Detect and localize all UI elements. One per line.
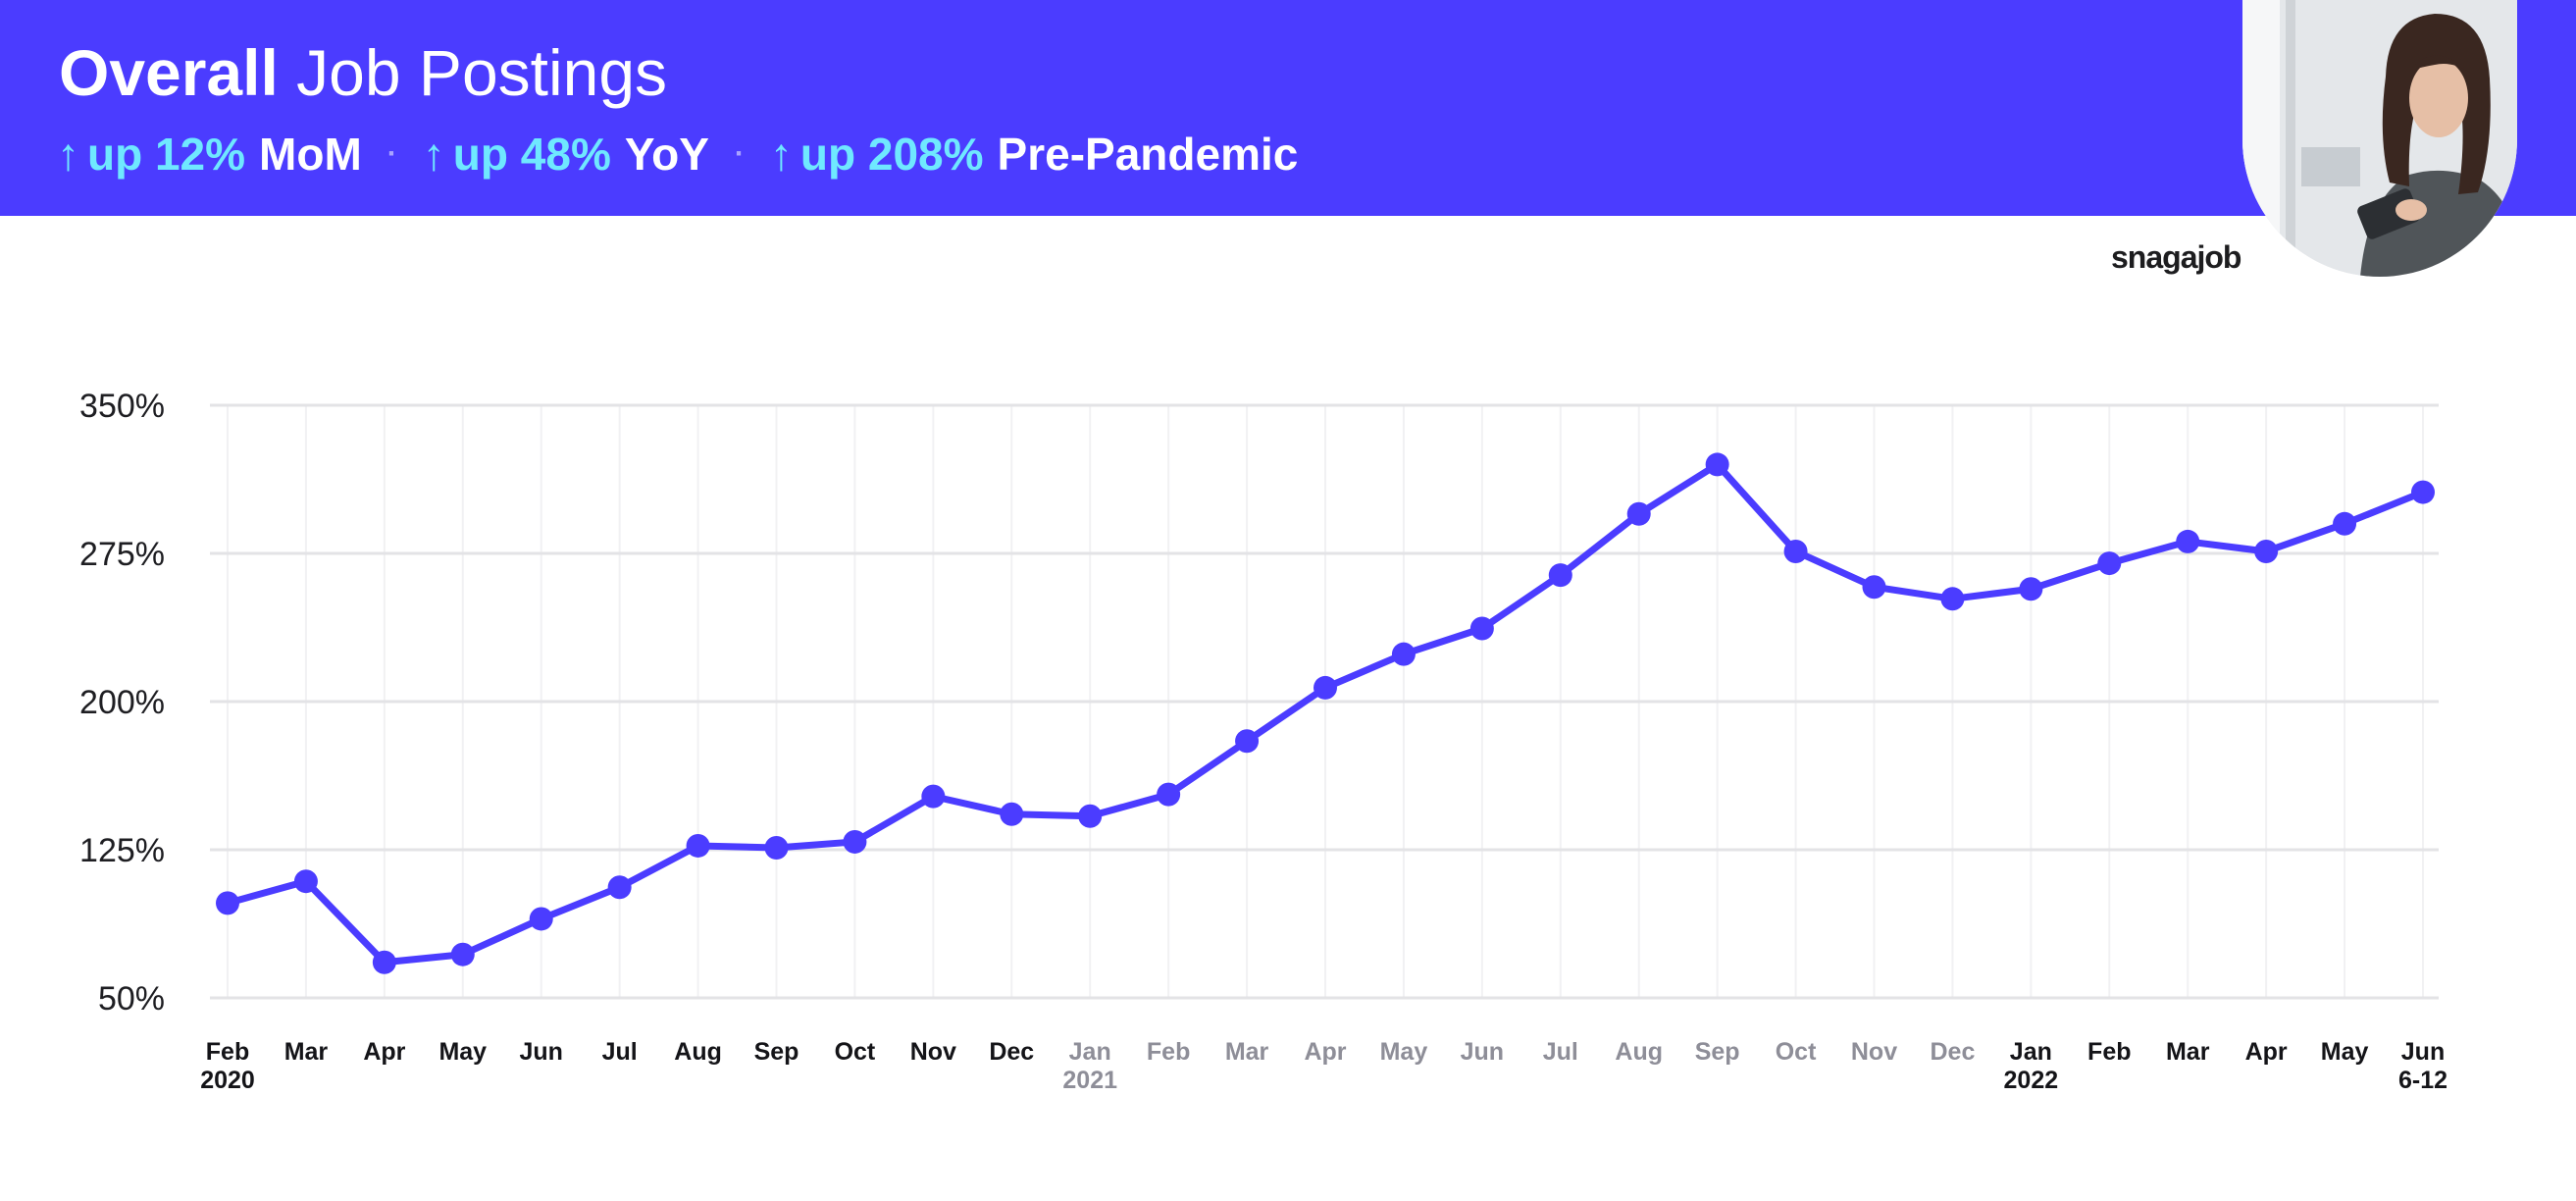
person-photo-illustration bbox=[2242, 0, 2517, 277]
data-point bbox=[1314, 675, 1337, 700]
x-tick-label: Dec bbox=[1930, 1038, 1975, 1066]
x-tick-sublabel: 2020 bbox=[200, 1067, 255, 1094]
x-tick-label: May bbox=[1380, 1038, 1428, 1066]
data-point bbox=[2019, 577, 2043, 601]
title-bold: Overall bbox=[59, 36, 279, 109]
data-point bbox=[1940, 587, 1965, 611]
data-point bbox=[1862, 575, 1886, 600]
x-tick-label: Jan bbox=[1069, 1038, 1111, 1066]
x-tick-label: Jul bbox=[602, 1038, 638, 1066]
data-point bbox=[2097, 551, 2122, 576]
x-tick-label: Jun bbox=[2401, 1038, 2445, 1066]
x-tick-label: Apr bbox=[2245, 1038, 2288, 1066]
y-tick-label: 275% bbox=[79, 536, 165, 573]
x-tick-sublabel: 6-12 bbox=[2398, 1067, 2447, 1094]
data-point bbox=[1078, 804, 1103, 828]
person-photo bbox=[2242, 0, 2517, 277]
stat-label: YoY bbox=[624, 129, 709, 180]
stat-mom: ↑ up 12% MoM bbox=[57, 128, 362, 181]
data-point bbox=[921, 784, 946, 809]
data-point bbox=[607, 875, 632, 900]
data-point bbox=[450, 942, 475, 966]
data-point bbox=[216, 891, 239, 915]
data-point bbox=[1000, 802, 1024, 826]
x-tick-sublabel: 2022 bbox=[2004, 1067, 2059, 1094]
stat-label: MoM bbox=[259, 129, 362, 180]
x-tick-label: Jan bbox=[2010, 1038, 2052, 1066]
x-tick-label: Feb bbox=[206, 1038, 249, 1066]
x-tick-label: Feb bbox=[1147, 1038, 1190, 1066]
y-tick-label: 125% bbox=[79, 832, 165, 869]
y-axis-ticks: 50% 125% 200% 275% 350% bbox=[79, 388, 165, 1018]
data-point bbox=[686, 833, 710, 858]
data-point bbox=[764, 835, 789, 860]
header-banner: Overall Job Postings ↑ up 12% MoM · ↑ up… bbox=[0, 0, 2576, 216]
x-tick-label: Mar bbox=[1225, 1038, 1269, 1066]
data-point bbox=[529, 907, 553, 931]
data-point bbox=[843, 829, 867, 854]
data-point bbox=[2411, 480, 2435, 504]
stat-value: up 208% bbox=[799, 129, 984, 180]
data-point bbox=[1157, 782, 1181, 807]
x-tick-label: Jun bbox=[519, 1038, 562, 1066]
arrow-up-icon: ↑ bbox=[422, 129, 445, 180]
arrow-up-icon: ↑ bbox=[769, 129, 793, 180]
data-point bbox=[2254, 539, 2279, 563]
x-tick-label: Sep bbox=[754, 1038, 799, 1066]
data-point bbox=[2176, 529, 2200, 553]
x-tick-label: Nov bbox=[910, 1038, 956, 1066]
stat-value: up 12% bbox=[87, 129, 246, 180]
x-tick-label: Mar bbox=[2166, 1038, 2210, 1066]
x-tick-label: Oct bbox=[1776, 1038, 1817, 1066]
data-point bbox=[1391, 642, 1416, 666]
x-tick-label: Jul bbox=[1543, 1038, 1578, 1066]
data-point bbox=[1469, 616, 1494, 641]
data-point bbox=[1235, 729, 1260, 754]
x-tick-label: Oct bbox=[835, 1038, 876, 1066]
stat-yoy: ↑ up 48% YoY bbox=[423, 128, 709, 181]
stats-row: ↑ up 12% MoM · ↑ up 48% YoY · ↑ up 208% … bbox=[57, 120, 1298, 188]
x-tick-label: Aug bbox=[674, 1038, 722, 1066]
data-point bbox=[1626, 501, 1651, 526]
stat-separator: · bbox=[734, 137, 745, 170]
x-tick-label: Nov bbox=[1851, 1038, 1897, 1066]
x-tick-label: Jun bbox=[1461, 1038, 1504, 1066]
stat-label: Pre-Pandemic bbox=[997, 129, 1299, 180]
arrow-up-icon: ↑ bbox=[57, 129, 79, 180]
title-light: Job Postings bbox=[296, 36, 668, 109]
brand-logo: snagajob bbox=[2111, 239, 2241, 275]
x-tick-label: Aug bbox=[1615, 1038, 1663, 1066]
y-tick-label: 200% bbox=[79, 684, 165, 721]
page-title: Overall Job Postings bbox=[59, 31, 667, 114]
x-tick-label: Dec bbox=[989, 1038, 1034, 1066]
x-tick-label: Apr bbox=[363, 1038, 405, 1066]
stat-value: up 48% bbox=[452, 129, 611, 180]
data-point bbox=[1548, 563, 1572, 588]
x-tick-label: May bbox=[2321, 1038, 2369, 1066]
x-tick-label: Sep bbox=[1695, 1038, 1740, 1066]
data-point bbox=[1705, 452, 1729, 477]
data-point bbox=[293, 869, 318, 894]
x-tick-label: Feb bbox=[2087, 1038, 2131, 1066]
y-tick-label: 350% bbox=[79, 388, 165, 425]
x-tick-label: Apr bbox=[1304, 1038, 1346, 1066]
x-tick-label: May bbox=[438, 1038, 487, 1066]
data-point bbox=[372, 950, 396, 974]
data-point bbox=[2333, 511, 2357, 536]
data-points bbox=[216, 452, 2435, 974]
stat-pre-pandemic: ↑ up 208% Pre-Pandemic bbox=[770, 128, 1298, 181]
horizontal-gridlines bbox=[210, 403, 2439, 1000]
x-tick-sublabel: 2021 bbox=[1062, 1067, 1117, 1094]
y-tick-label: 50% bbox=[98, 980, 165, 1018]
stat-separator: · bbox=[386, 137, 397, 170]
data-point bbox=[1783, 539, 1808, 563]
x-tick-label: Mar bbox=[284, 1038, 329, 1066]
